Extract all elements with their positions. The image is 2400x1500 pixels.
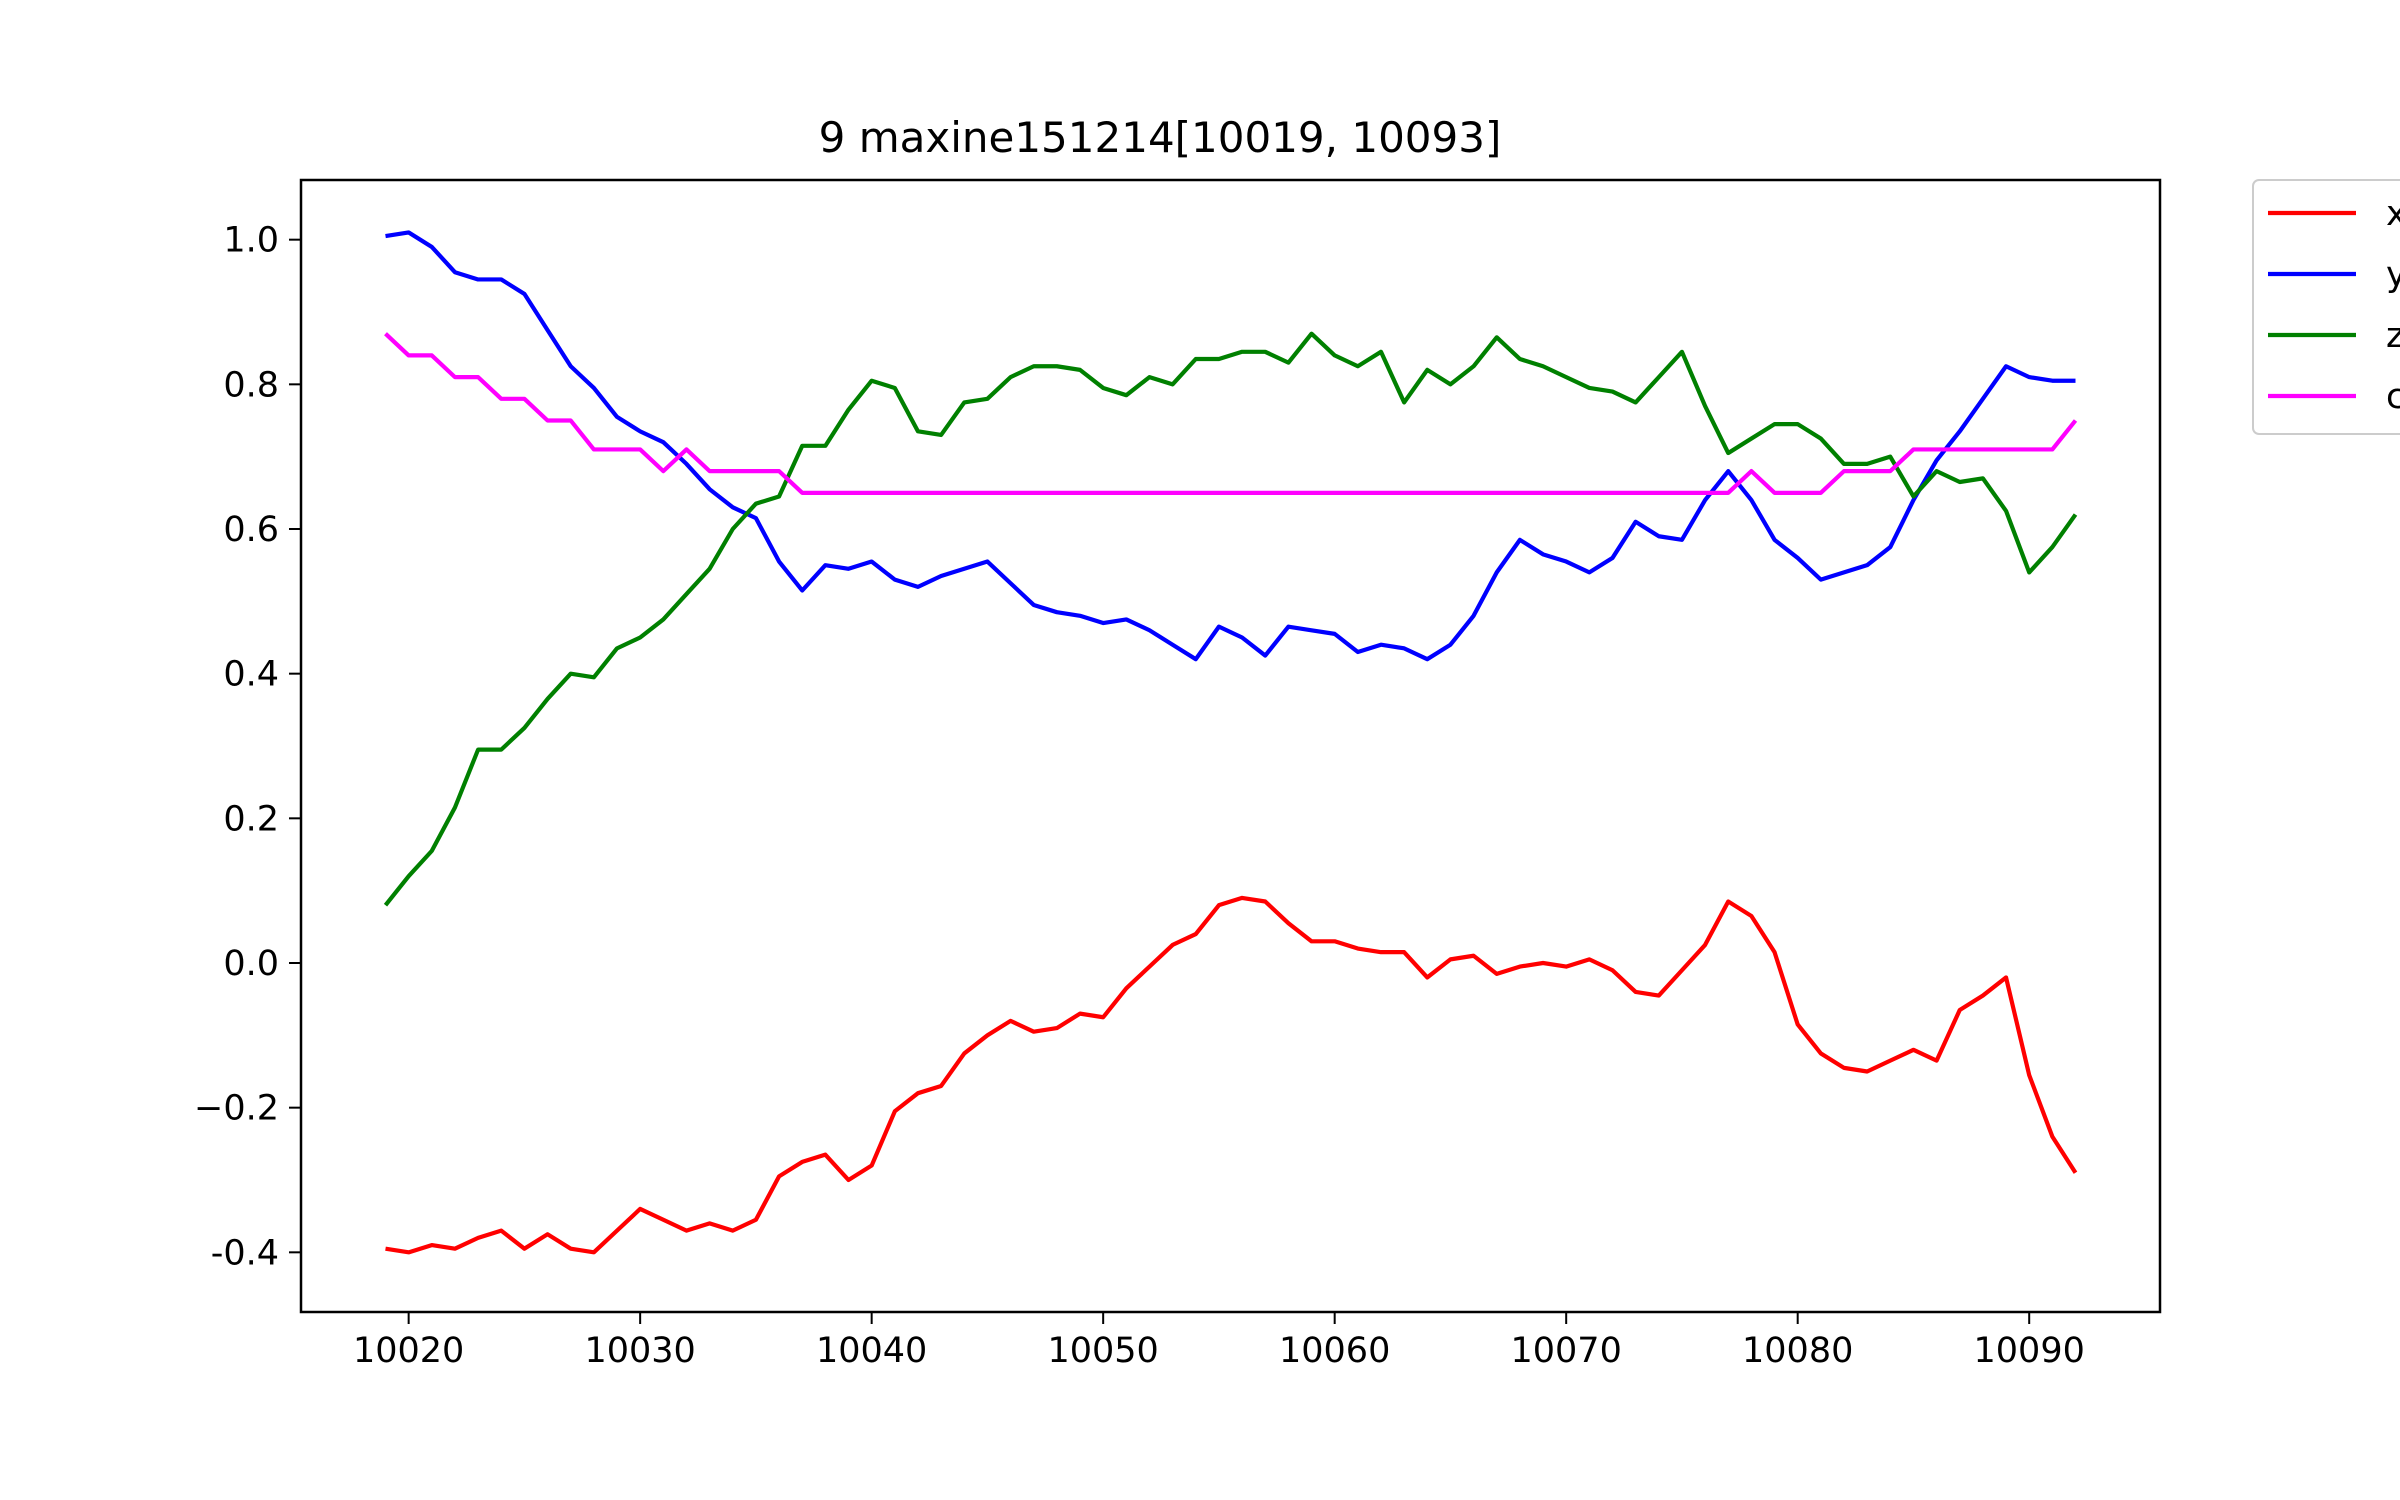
y-tick-label: 0.0 <box>223 944 279 984</box>
legend-label-y: y <box>2386 255 2400 295</box>
chart-title: 9 maxine151214[10019, 10093] <box>819 113 1502 162</box>
x-axis: 10020 10030 10040 10050 10060 10070 10080 10090 <box>353 1312 2085 1371</box>
y-tick-label: 0.6 <box>223 510 279 550</box>
series-line-x <box>385 895 2078 1255</box>
x-tick-label: 10070 <box>1511 1331 1622 1371</box>
legend-label-x: x <box>2386 194 2400 234</box>
y-axis: 1.0 0.8 0.6 0.4 0.2 0.0 −0.2 -0.4 <box>194 221 301 1273</box>
x-tick-label: 10090 <box>1974 1331 2085 1371</box>
y-tick-label: -0.4 <box>211 1233 279 1273</box>
plot-frame <box>299 178 2162 1314</box>
series-line-z <box>383 331 2078 907</box>
legend-box <box>2252 179 2400 435</box>
legend-label-c: c <box>2386 377 2400 417</box>
legend-label-z: z <box>2386 316 2400 356</box>
y-tick-label: 1.0 <box>223 221 279 261</box>
series-line-c <box>384 332 2078 495</box>
x-tick-label: 10060 <box>1279 1331 1390 1371</box>
x-tick-label: 10030 <box>584 1331 695 1371</box>
x-tick-label: 10050 <box>1047 1331 1158 1371</box>
x-tick-label: 10080 <box>1742 1331 1853 1371</box>
x-tick-label: 10020 <box>353 1331 464 1371</box>
y-tick-label: −0.2 <box>194 1089 279 1129</box>
y-tick-label: 0.2 <box>223 799 279 839</box>
plot-lines <box>383 230 2078 1255</box>
y-tick-label: 0.8 <box>223 365 279 405</box>
x-tick-label: 10040 <box>816 1331 927 1371</box>
series-line-y <box>385 230 2076 662</box>
y-tick-label: 0.4 <box>223 655 279 695</box>
